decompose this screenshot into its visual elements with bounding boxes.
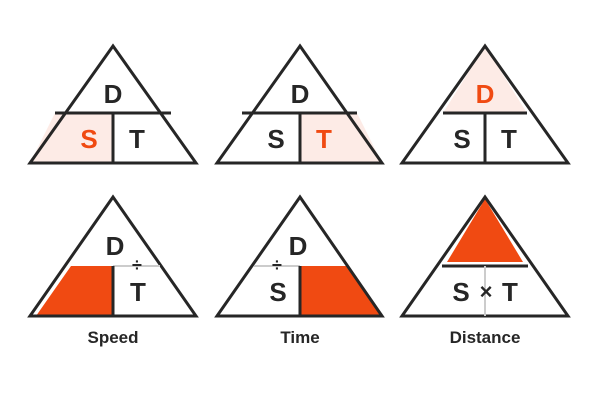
caption-distance: Distance: [449, 328, 521, 347]
letter-s: S: [269, 277, 286, 307]
letter-d: D: [291, 79, 310, 109]
tint-speed-cell: [30, 113, 113, 163]
letter-d: D: [476, 79, 495, 109]
letter-s: S: [267, 124, 284, 154]
filled-speed-cell: [36, 266, 113, 316]
divide-sign: ÷: [272, 255, 282, 275]
caption-time: Time: [280, 328, 320, 347]
divide-sign: ÷: [132, 255, 142, 275]
triangle-time-formula: D ÷ S: [214, 194, 385, 318]
letter-t: T: [316, 124, 332, 154]
triangle-distance-formula: S × T: [399, 194, 571, 318]
tint-distance-cell: [443, 46, 527, 113]
triangle-time-highlight: D S T: [214, 43, 385, 165]
letter-t: T: [129, 124, 145, 154]
letter-t: T: [502, 277, 518, 307]
filled-distance-cell: [447, 199, 523, 262]
triangle-speed-formula: D ÷ T: [27, 194, 199, 318]
tint-time-cell: [300, 113, 382, 163]
letter-s: S: [453, 124, 470, 154]
caption-speed: Speed: [87, 328, 139, 347]
letter-s: S: [80, 124, 97, 154]
letter-s: S: [452, 277, 469, 307]
letter-t: T: [501, 124, 517, 154]
letter-d: D: [289, 231, 308, 261]
triangle-speed-highlight: D S T: [27, 43, 199, 165]
letter-t: T: [130, 277, 146, 307]
triangle-distance-highlight: D S T: [399, 43, 571, 165]
multiply-sign: ×: [480, 279, 493, 304]
filled-time-cell: [300, 266, 381, 316]
letter-d: D: [104, 79, 123, 109]
letter-d: D: [106, 231, 125, 261]
